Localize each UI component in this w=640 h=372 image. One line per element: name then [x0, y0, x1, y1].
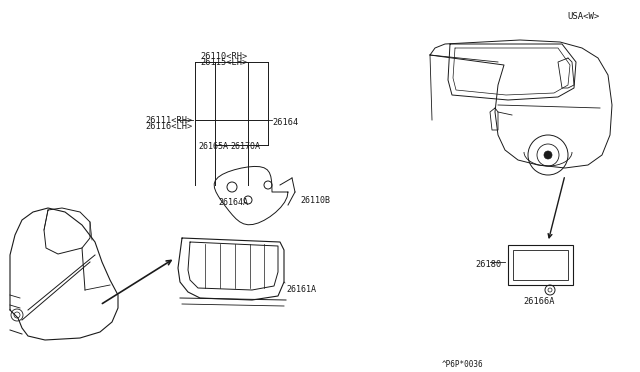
Text: 26111<RH>: 26111<RH>	[145, 116, 192, 125]
Text: 26164: 26164	[272, 118, 298, 127]
Bar	[513, 250, 568, 280]
Text: 26110B: 26110B	[300, 196, 330, 205]
Text: USA<W>: USA<W>	[568, 12, 600, 21]
Circle shape	[544, 151, 552, 159]
Text: 26165A: 26165A	[198, 142, 228, 151]
Text: 26110<RH>: 26110<RH>	[200, 52, 247, 61]
Text: 26116<LH>: 26116<LH>	[145, 122, 192, 131]
Text: 26161A: 26161A	[286, 285, 316, 294]
Text: 26180: 26180	[475, 260, 501, 269]
Bar	[508, 245, 573, 285]
Text: 26115<LH>: 26115<LH>	[200, 58, 247, 67]
Text: ^P6P*0036: ^P6P*0036	[442, 360, 484, 369]
Text: 26164A: 26164A	[218, 198, 248, 207]
Text: 26170A: 26170A	[230, 142, 260, 151]
Text: 26166A: 26166A	[523, 297, 554, 306]
